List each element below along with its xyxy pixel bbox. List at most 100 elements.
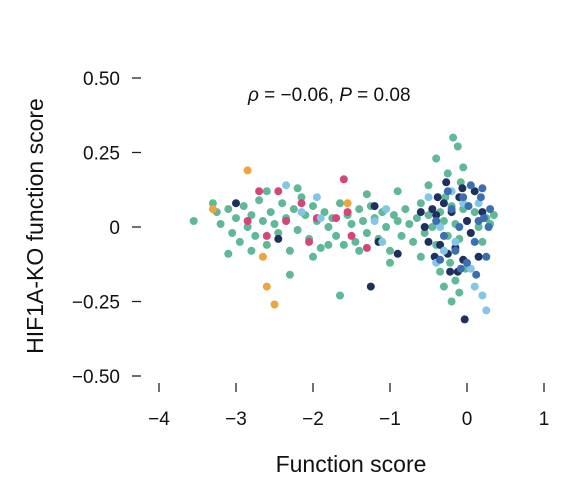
point-green bbox=[393, 217, 402, 225]
point-green bbox=[355, 246, 364, 255]
point-green bbox=[470, 208, 479, 217]
point-orange bbox=[208, 205, 217, 214]
point-blue bbox=[470, 237, 479, 246]
point-magenta bbox=[282, 217, 291, 225]
point-green bbox=[216, 220, 225, 228]
point-green bbox=[316, 243, 325, 252]
point-green bbox=[189, 217, 198, 225]
point-green bbox=[355, 205, 364, 214]
point-green bbox=[336, 199, 344, 208]
point-navy bbox=[466, 229, 475, 237]
p-value: = 0.08 bbox=[352, 85, 411, 106]
point-blue bbox=[472, 270, 481, 279]
rho-value: = −0.06, bbox=[259, 85, 339, 106]
point-green bbox=[446, 258, 455, 267]
point-lightblue bbox=[474, 199, 483, 208]
point-green bbox=[255, 196, 264, 205]
point-green bbox=[362, 190, 371, 199]
point-blue bbox=[447, 205, 456, 214]
point-green bbox=[428, 223, 437, 231]
point-blue bbox=[479, 214, 488, 223]
point-green bbox=[436, 267, 445, 276]
point-lightblue bbox=[424, 193, 433, 202]
y-tick-label: −0.50 bbox=[72, 367, 120, 388]
point-green bbox=[274, 229, 283, 237]
point-magenta bbox=[343, 208, 352, 217]
point-green bbox=[405, 220, 414, 228]
point-green bbox=[397, 231, 406, 240]
rho-symbol: ρ bbox=[247, 85, 259, 106]
point-green bbox=[243, 223, 252, 231]
point-navy bbox=[393, 249, 402, 258]
point-blue bbox=[464, 202, 473, 211]
point-green bbox=[262, 240, 271, 249]
p-symbol: P bbox=[339, 85, 352, 106]
point-blue bbox=[482, 252, 491, 261]
point-blue bbox=[451, 246, 460, 255]
point-blue bbox=[484, 223, 493, 231]
point-green bbox=[386, 258, 394, 267]
point-blue bbox=[436, 255, 445, 264]
point-orange bbox=[243, 166, 252, 175]
point-green bbox=[285, 246, 294, 255]
point-green bbox=[443, 169, 452, 178]
point-green bbox=[393, 187, 402, 196]
point-blue bbox=[476, 193, 485, 202]
point-navy bbox=[446, 267, 455, 276]
point-green bbox=[424, 211, 433, 220]
point-green bbox=[449, 133, 458, 142]
point-blue bbox=[478, 184, 487, 193]
point-blue bbox=[456, 264, 465, 273]
point-green bbox=[439, 282, 448, 291]
point-navy bbox=[463, 217, 471, 225]
point-navy bbox=[428, 205, 437, 214]
point-navy bbox=[470, 187, 479, 196]
point-green bbox=[351, 237, 360, 246]
point-navy bbox=[433, 193, 442, 202]
point-green bbox=[320, 208, 329, 217]
point-green bbox=[247, 246, 256, 255]
point-green bbox=[332, 231, 341, 240]
point-navy bbox=[439, 199, 448, 208]
point-green bbox=[224, 249, 233, 258]
point-green bbox=[420, 229, 429, 237]
point-green bbox=[347, 220, 356, 228]
point-green bbox=[455, 288, 464, 297]
x-tick-label: −2 bbox=[302, 409, 324, 430]
point-navy bbox=[458, 184, 467, 193]
point-magenta bbox=[255, 187, 264, 196]
point-navy bbox=[424, 237, 433, 246]
point-lightblue bbox=[282, 181, 291, 190]
point-green bbox=[270, 220, 279, 228]
point-magenta bbox=[305, 237, 314, 246]
point-green bbox=[401, 205, 410, 214]
point-magenta bbox=[274, 187, 283, 196]
point-green bbox=[208, 199, 217, 208]
point-green bbox=[424, 181, 433, 190]
point-magenta bbox=[297, 199, 306, 208]
point-magenta bbox=[362, 243, 371, 252]
point-magenta bbox=[243, 217, 252, 225]
point-green bbox=[336, 291, 344, 300]
x-tick-label: 0 bbox=[462, 409, 473, 430]
point-navy bbox=[460, 315, 469, 324]
point-lightblue bbox=[382, 205, 391, 214]
y-axis-title: HIF1A-KO function score bbox=[22, 98, 48, 354]
point-lightblue bbox=[478, 291, 487, 300]
point-lightblue bbox=[451, 237, 460, 246]
point-green bbox=[416, 199, 425, 208]
point-navy bbox=[274, 234, 283, 243]
point-orange bbox=[262, 282, 271, 291]
point-blue bbox=[486, 205, 495, 214]
point-lightblue bbox=[466, 264, 475, 273]
point-green bbox=[489, 211, 498, 220]
point-navy bbox=[232, 199, 240, 208]
point-green bbox=[459, 163, 468, 172]
point-green bbox=[324, 240, 333, 249]
point-green bbox=[386, 246, 394, 255]
point-orange bbox=[258, 252, 267, 261]
point-green bbox=[451, 276, 460, 285]
point-navy bbox=[478, 208, 487, 217]
point-green bbox=[409, 237, 418, 246]
point-navy bbox=[474, 252, 483, 261]
